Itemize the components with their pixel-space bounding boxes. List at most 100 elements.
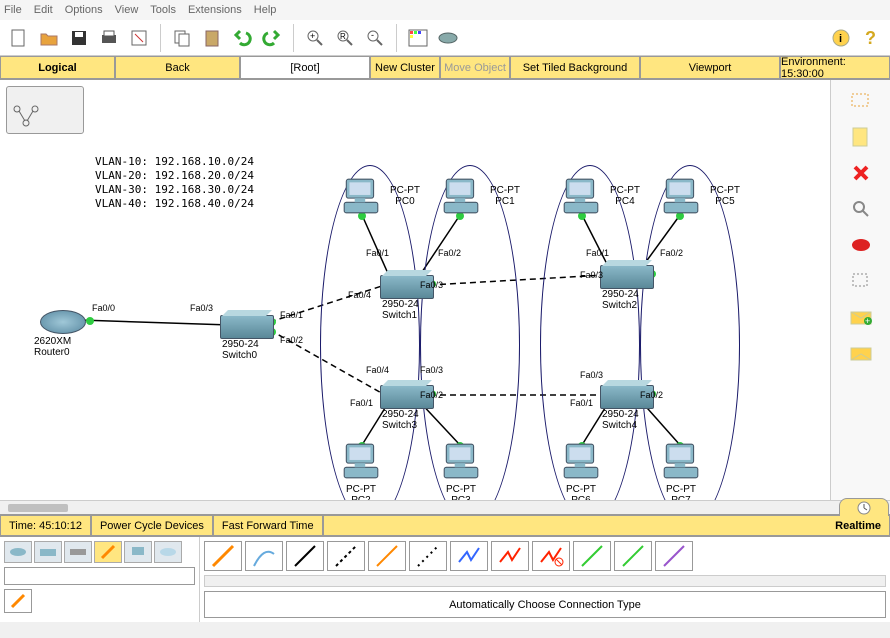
- device-label: 2950-24Switch1: [382, 299, 419, 321]
- fast-forward-button[interactable]: Fast Forward Time: [213, 515, 323, 536]
- undo-button[interactable]: [229, 25, 255, 51]
- menu-help[interactable]: Help: [254, 4, 277, 16]
- realtime-tab[interactable]: Realtime: [323, 515, 890, 536]
- interface-label: Fa0/1: [570, 398, 593, 408]
- pc-device[interactable]: [560, 440, 602, 482]
- selected-connection-icon[interactable]: [4, 589, 32, 613]
- shape-button[interactable]: [435, 25, 461, 51]
- switch-device[interactable]: [600, 265, 654, 289]
- svg-text:R: R: [340, 32, 346, 41]
- pc-device[interactable]: [440, 440, 482, 482]
- connection-type-button[interactable]: [491, 541, 529, 571]
- connection-type-button[interactable]: [327, 541, 365, 571]
- add-simple-pdu-tool[interactable]: +: [847, 306, 875, 328]
- device-label: 2950-24Switch0: [222, 339, 259, 361]
- workspace: VLAN-10: 192.168.10.0/24VLAN-20: 192.168…: [0, 80, 890, 500]
- new-cluster-button[interactable]: New Cluster: [370, 56, 440, 79]
- device-cat-enddevices[interactable]: [124, 541, 152, 563]
- palette-button[interactable]: [405, 25, 431, 51]
- sim-time-label: Time: 45:10:12: [0, 515, 91, 536]
- menu-options[interactable]: Options: [65, 4, 103, 16]
- connection-type-button[interactable]: [286, 541, 324, 571]
- select-tool[interactable]: [847, 90, 875, 112]
- inspect-tool[interactable]: [847, 198, 875, 220]
- canvas-area[interactable]: VLAN-10: 192.168.10.0/24VLAN-20: 192.168…: [0, 80, 830, 500]
- device-cat-connections[interactable]: [94, 541, 122, 563]
- connection-type-button[interactable]: [573, 541, 611, 571]
- interface-label: Fa0/2: [438, 248, 461, 258]
- menu-file[interactable]: File: [4, 4, 22, 16]
- root-breadcrumb[interactable]: [Root]: [240, 56, 370, 79]
- pc-device[interactable]: [340, 175, 382, 217]
- pc-device[interactable]: [440, 175, 482, 217]
- menu-tools[interactable]: Tools: [150, 4, 176, 16]
- interface-label: Fa0/2: [640, 390, 663, 400]
- device-cat-switches[interactable]: [34, 541, 62, 563]
- menu-extensions[interactable]: Extensions: [188, 4, 242, 16]
- interface-label: Fa0/1: [586, 248, 609, 258]
- copy-button[interactable]: [169, 25, 195, 51]
- connection-type-button[interactable]: [450, 541, 488, 571]
- zoom-reset-button[interactable]: R: [332, 25, 358, 51]
- print-button[interactable]: [96, 25, 122, 51]
- save-button[interactable]: [66, 25, 92, 51]
- connection-scrollbar[interactable]: [204, 575, 886, 587]
- wizard-button[interactable]: [126, 25, 152, 51]
- info-button[interactable]: i: [828, 25, 854, 51]
- device-label: 2620XMRouter0: [34, 336, 71, 358]
- connection-type-label: Automatically Choose Connection Type: [204, 591, 886, 618]
- device-panel: Automatically Choose Connection Type: [0, 536, 890, 622]
- paste-button[interactable]: [199, 25, 225, 51]
- menu-view[interactable]: View: [115, 4, 139, 16]
- menu-bar: File Edit Options View Tools Extensions …: [0, 0, 890, 20]
- device-cat-wan[interactable]: [154, 541, 182, 563]
- power-cycle-button[interactable]: Power Cycle Devices: [91, 515, 213, 536]
- new-file-button[interactable]: [6, 25, 32, 51]
- set-tiled-bg-button[interactable]: Set Tiled Background: [510, 56, 640, 79]
- environment-label: Environment: 15:30:00: [780, 56, 890, 79]
- router-device[interactable]: [40, 310, 86, 334]
- horizontal-scrollbar[interactable]: [0, 500, 890, 514]
- draw-ellipse-tool[interactable]: [847, 234, 875, 256]
- zoom-out-button[interactable]: -: [362, 25, 388, 51]
- pc-device[interactable]: [660, 175, 702, 217]
- device-label: PC-PTPC3: [436, 484, 486, 500]
- device-label: PC-PTPC6: [556, 484, 606, 500]
- interface-label: Fa0/4: [348, 290, 371, 300]
- svg-text:+: +: [310, 31, 315, 41]
- menu-edit[interactable]: Edit: [34, 4, 53, 16]
- device-cat-routers[interactable]: [4, 541, 32, 563]
- viewport-button[interactable]: Viewport: [640, 56, 780, 79]
- back-button[interactable]: Back: [115, 56, 240, 79]
- connection-type-button[interactable]: [655, 541, 693, 571]
- pc-device[interactable]: [340, 440, 382, 482]
- connection-type-button[interactable]: [245, 541, 283, 571]
- connection-types-panel: Automatically Choose Connection Type: [200, 537, 890, 622]
- zoom-in-button[interactable]: +: [302, 25, 328, 51]
- device-cat-hubs[interactable]: [64, 541, 92, 563]
- interface-label: Fa0/3: [580, 270, 603, 280]
- open-file-button[interactable]: [36, 25, 62, 51]
- resize-tool[interactable]: [847, 270, 875, 292]
- interface-label: Fa0/0: [92, 303, 115, 313]
- pc-device[interactable]: [560, 175, 602, 217]
- connection-type-button[interactable]: [368, 541, 406, 571]
- device-name-field[interactable]: [4, 567, 195, 585]
- move-object-button[interactable]: Move Object: [440, 56, 510, 79]
- navigator-thumbnail[interactable]: [6, 86, 84, 134]
- switch-device[interactable]: [220, 315, 274, 339]
- interface-label: Fa0/2: [660, 248, 683, 258]
- device-label: PC-PTPC0: [380, 185, 430, 207]
- help-button[interactable]: ?: [858, 25, 884, 51]
- redo-button[interactable]: [259, 25, 285, 51]
- place-note-tool[interactable]: [847, 126, 875, 148]
- delete-tool[interactable]: [847, 162, 875, 184]
- connection-type-button[interactable]: [409, 541, 447, 571]
- interface-label: Fa0/3: [420, 280, 443, 290]
- connection-type-button[interactable]: [614, 541, 652, 571]
- connection-type-button[interactable]: [532, 541, 570, 571]
- logical-tab[interactable]: Logical: [0, 56, 115, 79]
- pc-device[interactable]: [660, 440, 702, 482]
- add-complex-pdu-tool[interactable]: [847, 342, 875, 364]
- connection-type-button[interactable]: [204, 541, 242, 571]
